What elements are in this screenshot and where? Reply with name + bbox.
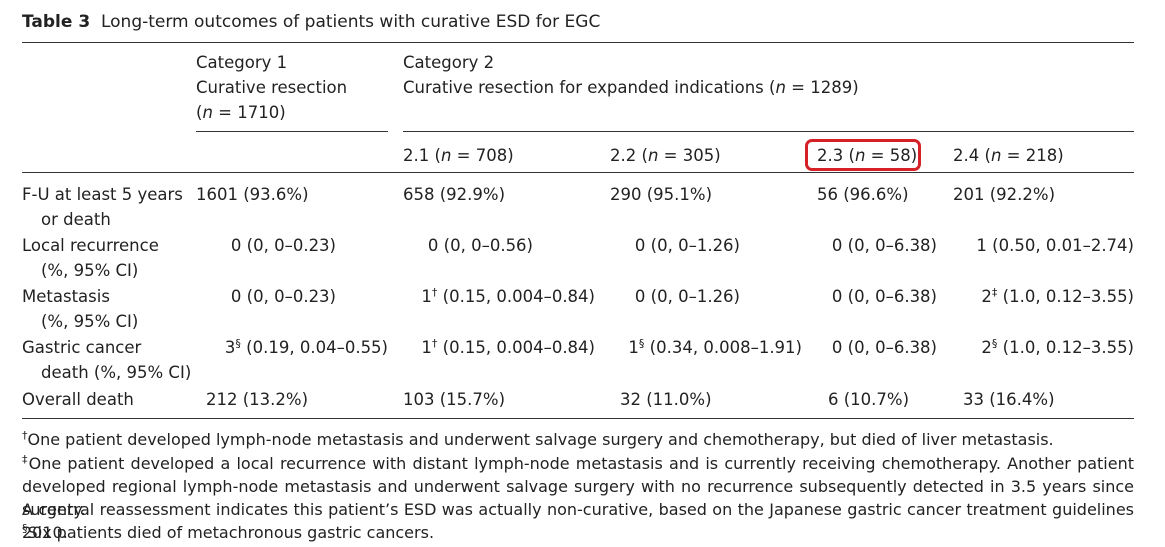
footnote-section: §Six patients died of metachronous gastr… bbox=[22, 522, 435, 542]
cat2-rule bbox=[403, 131, 1134, 132]
cell-death-c1: 212 (13.2%) bbox=[206, 390, 309, 409]
footnote-ddagger-line3: A central reassessment indicates this pa… bbox=[22, 500, 1134, 542]
cell-fu-c23: 56 (96.6%) bbox=[817, 185, 909, 204]
subcol-2-2: 2.2 (n = 305) bbox=[610, 146, 721, 165]
cell-fu-c24: 201 (92.2%) bbox=[953, 185, 1056, 204]
top-rule bbox=[22, 42, 1134, 43]
cell-local-c1: 0 (0, 0–0.23) bbox=[230, 236, 336, 255]
cell-meta-c1: 0 (0, 0–0.23) bbox=[230, 287, 336, 306]
table-title: Table 3 Long-term outcomes of patients w… bbox=[22, 12, 600, 32]
cell-meta-c23: 0 (0, 0–6.38) bbox=[831, 287, 937, 306]
row-label-death: Overall death bbox=[22, 390, 134, 409]
highlight-box bbox=[805, 139, 921, 171]
row-label-local: Local recurrence (%, 95% CI) bbox=[22, 236, 159, 280]
cat2-header: Category 2 Curative resection for expand… bbox=[403, 50, 859, 100]
cell-local-c24: 1 (0.50, 0.01–2.74) bbox=[976, 236, 1134, 255]
cell-gc-c23: 0 (0, 0–6.38) bbox=[831, 338, 937, 357]
cat1-rule bbox=[196, 131, 388, 132]
cell-gc-c21: 1† (0.15, 0.004–0.84) bbox=[421, 337, 595, 357]
table-caption: Long-term outcomes of patients with cura… bbox=[100, 12, 601, 32]
table-label: Table 3 bbox=[22, 12, 91, 32]
cell-fu-c22: 290 (95.1%) bbox=[610, 185, 713, 204]
subcol-2-3: 2.3 (n = 58) bbox=[817, 146, 918, 165]
footnote-dagger: †One patient developed lymph-node metast… bbox=[22, 429, 1054, 449]
cell-gc-c1: 3§ (0.19, 0.04–0.55) bbox=[224, 337, 388, 357]
cat1-name: Category 1 bbox=[196, 53, 288, 72]
cell-meta-c24: 2‡ (1.0, 0.12–3.55) bbox=[981, 286, 1134, 306]
header-bottom-rule bbox=[22, 172, 1134, 173]
cell-local-c22: 0 (0, 0–1.26) bbox=[634, 236, 740, 255]
footnote-ddagger-line1: ‡One patient developed a local recurrenc… bbox=[22, 453, 1135, 473]
cell-death-c24: 33 (16.4%) bbox=[963, 390, 1055, 409]
cat1-header: Category 1 Curative resection (n = 1710) bbox=[196, 50, 347, 125]
row-label-gc: Gastric cancer death (%, 95% CI) bbox=[22, 338, 192, 382]
cell-fu-c1: 1601 (93.6%) bbox=[196, 185, 309, 204]
subcol-2-1: 2.1 (n = 708) bbox=[403, 146, 514, 165]
row-label-meta: Metastasis (%, 95% CI) bbox=[22, 287, 139, 331]
cell-gc-c22: 1§ (0.34, 0.008–1.91) bbox=[628, 337, 802, 357]
cat1-n: (n = 1710) bbox=[196, 103, 286, 122]
cell-meta-c21: 1† (0.15, 0.004–0.84) bbox=[421, 286, 595, 306]
cell-death-c23: 6 (10.7%) bbox=[828, 390, 910, 409]
footnote-ddagger-line2: developed regional lymph-node metastasis… bbox=[22, 477, 1134, 519]
cell-death-c22: 32 (11.0%) bbox=[620, 390, 712, 409]
cat2-desc: Curative resection for expanded indicati… bbox=[403, 78, 859, 97]
cell-local-c23: 0 (0, 0–6.38) bbox=[831, 236, 937, 255]
table-bottom-rule bbox=[22, 418, 1134, 419]
cell-gc-c24: 2§ (1.0, 0.12–3.55) bbox=[981, 337, 1134, 357]
cat2-name: Category 2 bbox=[403, 53, 495, 72]
cell-local-c21: 0 (0, 0–0.56) bbox=[427, 236, 533, 255]
cat1-desc: Curative resection bbox=[196, 78, 348, 97]
cell-meta-c22: 0 (0, 0–1.26) bbox=[634, 287, 740, 306]
cell-fu-c21: 658 (92.9%) bbox=[403, 185, 506, 204]
subcol-2-4: 2.4 (n = 218) bbox=[953, 146, 1064, 165]
row-label-fu: F-U at least 5 years or death bbox=[22, 185, 183, 229]
cell-death-c21: 103 (15.7%) bbox=[403, 390, 506, 409]
